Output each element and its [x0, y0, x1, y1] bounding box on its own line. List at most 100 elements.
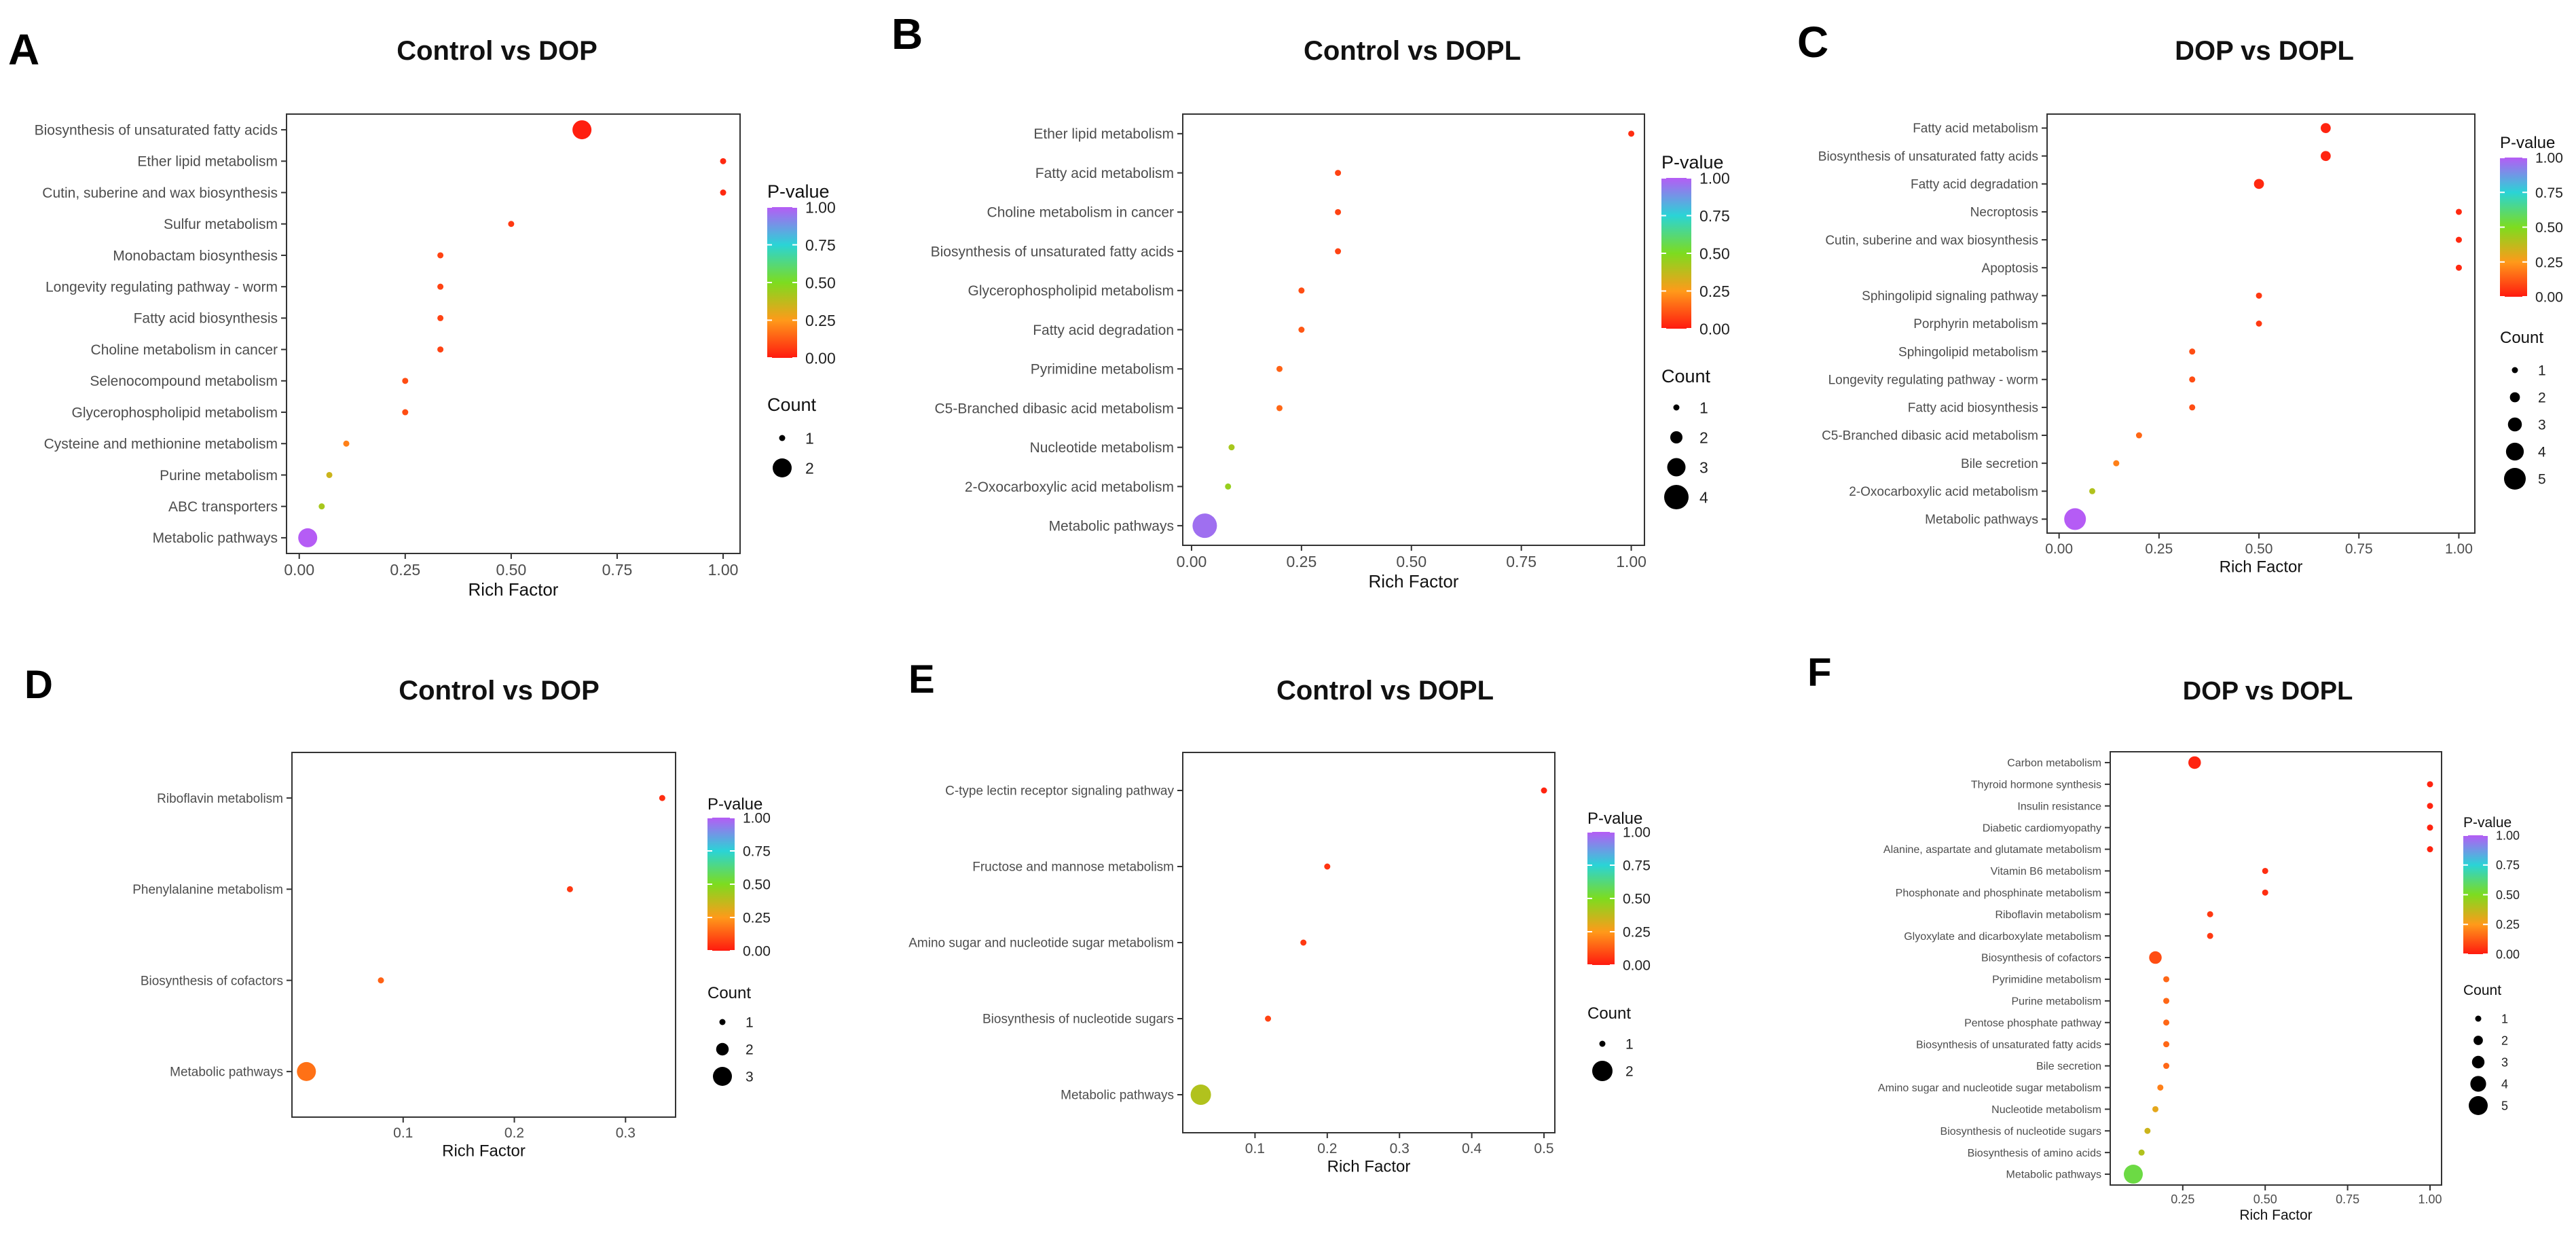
pvalue-tick-label: 0.50 — [805, 274, 836, 291]
y-tick-label: Pentose phosphate pathway — [1964, 1017, 2101, 1029]
y-tick-label: Biosynthesis of amino acids — [1968, 1148, 2101, 1159]
panel-f: F DOP vs DOPL Carbon metabolism Thyroid hor… — [1807, 651, 2520, 1223]
data-point — [1225, 483, 1232, 490]
pvalue-legend-title: P-value — [767, 181, 830, 202]
x-tick-label: 0.50 — [2245, 541, 2273, 557]
pvalue-tick-label: 0.25 — [1623, 925, 1651, 941]
count-legend-dot — [1673, 404, 1680, 411]
y-tick-label: Biosynthesis of cofactors — [1981, 953, 2101, 964]
count-legend-label: 3 — [1699, 458, 1708, 476]
data-point — [2163, 976, 2170, 983]
data-point — [1335, 248, 1342, 255]
pvalue-tick-label: 0.25 — [805, 312, 836, 329]
data-point — [2163, 1063, 2170, 1070]
pvalue-tick-label: 1.00 — [2496, 829, 2520, 842]
y-tick-label: Cysteine and methionine metabolism — [44, 437, 278, 452]
data-point — [437, 283, 444, 290]
y-tick-label: Sulfur metabolism — [164, 217, 278, 232]
count-legend-label: 2 — [805, 459, 814, 477]
data-point — [1228, 444, 1235, 451]
y-tick-label: Cutin, suberine and wax biosynthesis — [42, 185, 278, 201]
count-legend-dot — [773, 458, 792, 477]
y-tick-label: Biosynthesis of unsaturated fatty acids — [931, 244, 1174, 259]
y-tick-label: C5-Branched dibasic acid metabolism — [1822, 429, 2038, 443]
y-tick-label: Nucleotide metabolism — [1991, 1104, 2101, 1116]
count-legend-dot — [2471, 1055, 2485, 1069]
pvalue-tick-label: 0.25 — [2496, 918, 2520, 932]
panel-e: E Control vs DOPL C-type lectin receptor s… — [908, 657, 1651, 1176]
x-tick-label: 0.2 — [1317, 1141, 1337, 1157]
y-tick-label: Selenocompound metabolism — [90, 374, 278, 389]
pvalue-legend-title: P-value — [707, 795, 762, 814]
y-tick-label: Biosynthesis of unsaturated fatty acids — [35, 122, 278, 138]
count-legend-label: 2 — [1625, 1064, 1634, 1080]
y-tick-label: Diabetic cardiomyopathy — [1983, 822, 2101, 834]
plot-frame — [2110, 751, 2442, 1186]
y-tick-label: Thyroid hormone synthesis — [1971, 779, 2101, 790]
count-legend-dot — [779, 435, 786, 441]
count-legend-label: 4 — [2501, 1077, 2508, 1091]
x-axis-title: Rich Factor — [1327, 1158, 1411, 1176]
data-point — [2138, 1149, 2145, 1156]
count-legend-title: Count — [1587, 1004, 1631, 1023]
y-tick-label: ABC transporters — [168, 499, 278, 515]
data-point — [1324, 863, 1331, 870]
panel-letter: C — [1797, 18, 1828, 67]
x-tick-label: 0.75 — [2336, 1193, 2359, 1206]
y-tick-label: Metabolic pathways — [2006, 1169, 2101, 1181]
plot-frame — [1182, 113, 1645, 546]
y-tick-label: Metabolic pathways — [1925, 513, 2038, 527]
y-tick-label: Biosynthesis of nucleotide sugars — [982, 1013, 1174, 1027]
count-legend-dot — [1592, 1061, 1613, 1081]
y-tick-label: Sphingolipid metabolism — [1898, 345, 2038, 359]
pvalue-tick-label: 0.00 — [2496, 947, 2520, 961]
data-point — [2163, 1019, 2170, 1026]
y-tick-label: Bile secretion — [1961, 457, 2038, 471]
y-tick-label: Carbon metabolism — [2007, 758, 2101, 769]
x-tick-label: 0.75 — [2345, 541, 2373, 557]
pvalue-tick-label: 0.00 — [1623, 958, 1651, 974]
count-legend-dot — [2473, 1036, 2483, 1045]
pvalue-tick-label: 1.00 — [2535, 151, 2563, 166]
panel-title: Control vs DOP — [397, 36, 597, 66]
data-point — [2455, 236, 2462, 243]
data-point — [2427, 846, 2433, 853]
y-tick-label: Fatty acid metabolism — [1913, 122, 2038, 136]
count-legend-label: 1 — [1625, 1037, 1634, 1053]
y-tick-label: Vitamin B6 metabolism — [1991, 866, 2101, 877]
plot-frame — [291, 752, 676, 1118]
count-legend-label: 3 — [2538, 418, 2546, 433]
pvalue-tick-label: 0.50 — [2496, 888, 2520, 902]
x-tick-label: 0.4 — [1462, 1141, 1482, 1157]
pvalue-tick-label: 0.75 — [743, 844, 771, 860]
y-tick-label: Glycerophospholipid metabolism — [72, 405, 278, 420]
data-point — [402, 378, 409, 384]
x-tick-label: 0.25 — [1286, 553, 1317, 570]
data-point — [1276, 405, 1283, 412]
y-tick-label: Sphingolipid signaling pathway — [1862, 289, 2038, 304]
count-legend-label: 1 — [1699, 399, 1708, 416]
x-axis-title: Rich Factor — [2220, 558, 2303, 577]
x-tick-label: 0.00 — [1177, 553, 1207, 570]
data-point — [2157, 1084, 2164, 1091]
pvalue-tick-label: 0.75 — [2496, 858, 2520, 872]
pvalue-tick-label: 0.00 — [2535, 290, 2563, 306]
x-tick-label: 0.75 — [602, 561, 633, 579]
y-tick-label: Bile secretion — [2036, 1061, 2101, 1072]
data-point — [2256, 292, 2262, 299]
count-legend-dot — [719, 1019, 726, 1025]
data-point — [402, 409, 409, 416]
data-point — [297, 1061, 316, 1081]
pvalue-colorbar — [767, 207, 797, 358]
x-tick-label: 0.2 — [504, 1125, 524, 1141]
data-point — [2113, 460, 2120, 467]
y-tick-label: Longevity regulating pathway - worm — [45, 280, 278, 295]
data-point — [1190, 1085, 1211, 1105]
data-point — [2455, 208, 2462, 215]
data-point — [1541, 787, 1547, 794]
count-legend-dot — [1667, 458, 1686, 477]
x-tick-label: 0.1 — [393, 1125, 413, 1141]
x-tick-label: 0.3 — [616, 1125, 636, 1141]
data-point — [2188, 756, 2201, 769]
data-point — [343, 440, 350, 447]
